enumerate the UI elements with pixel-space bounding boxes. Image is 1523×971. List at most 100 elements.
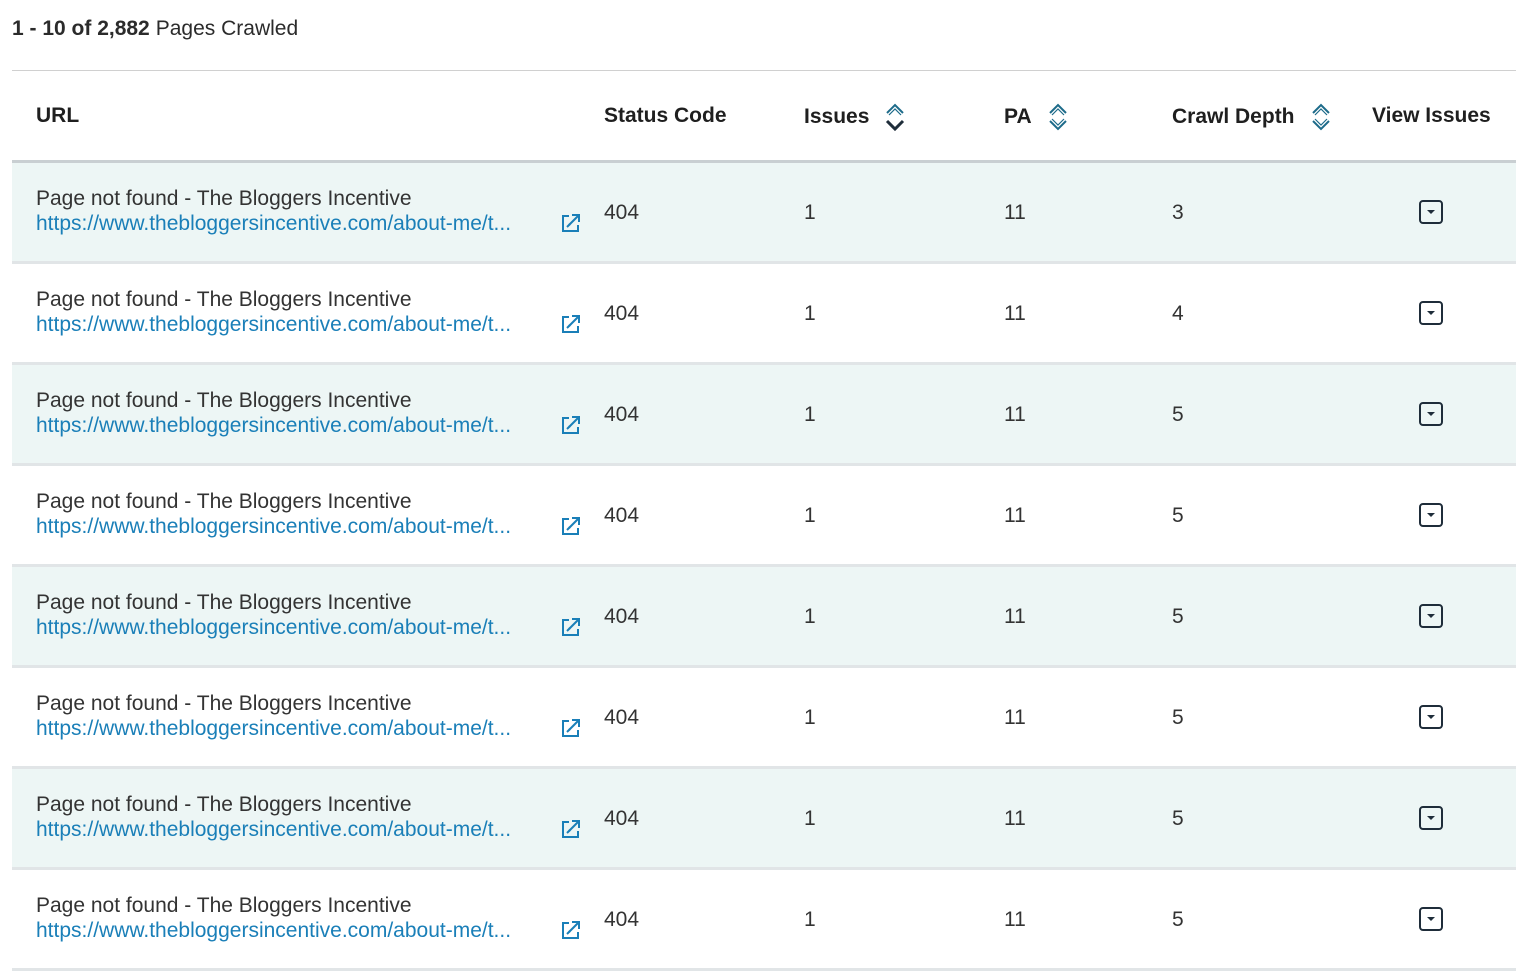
issues-count: 1 [804, 605, 816, 628]
dropdown-chevron-icon [1419, 705, 1443, 729]
dropdown-chevron-icon [1419, 806, 1443, 830]
status-code: 404 [604, 201, 640, 224]
crawl-depth: 5 [1172, 706, 1184, 729]
sort-icon[interactable] [1309, 101, 1333, 133]
dropdown-chevron-icon [1419, 301, 1443, 325]
table-row: Page not found - The Bloggers Incentive … [12, 264, 1516, 365]
external-link-icon[interactable] [560, 818, 582, 840]
view-issues-button[interactable] [1419, 503, 1443, 527]
page-url-link[interactable]: https://www.thebloggersincentive.com/abo… [36, 515, 512, 538]
issues-count: 1 [804, 504, 816, 527]
crawl-depth: 5 [1172, 504, 1184, 527]
dropdown-chevron-icon [1419, 604, 1443, 628]
dropdown-chevron-icon [1419, 907, 1443, 931]
status-code: 404 [604, 706, 640, 729]
crawl-depth: 5 [1172, 605, 1184, 628]
status-code: 404 [604, 504, 640, 527]
pages-crawled-summary: 1 - 10 of 2,882 Pages Crawled [12, 14, 298, 44]
table-row: Page not found - The Bloggers Incentive … [12, 870, 1516, 971]
table-row: Page not found - The Bloggers Incentive … [12, 567, 1516, 668]
page-title: Page not found - The Bloggers Incentive [36, 692, 412, 715]
page-title: Page not found - The Bloggers Incentive [36, 591, 412, 614]
table-row: Page not found - The Bloggers Incentive … [12, 466, 1516, 567]
page-url-link[interactable]: https://www.thebloggersincentive.com/abo… [36, 717, 512, 740]
page-url-link[interactable]: https://www.thebloggersincentive.com/abo… [36, 616, 512, 639]
sort-icon[interactable] [1046, 101, 1070, 133]
external-link-icon[interactable] [560, 212, 582, 234]
issues-count: 1 [804, 201, 816, 224]
status-code: 404 [604, 908, 640, 931]
view-issues-button[interactable] [1419, 604, 1443, 628]
column-header-view-issues-label: View Issues [1372, 104, 1491, 127]
issues-count: 1 [804, 403, 816, 426]
crawl-depth: 3 [1172, 201, 1184, 224]
column-header-crawl-depth-label: Crawl Depth [1172, 105, 1295, 128]
view-issues-button[interactable] [1419, 200, 1443, 224]
column-header-issues[interactable]: Issues [804, 101, 907, 133]
page-authority: 11 [1004, 302, 1026, 325]
view-issues-button[interactable] [1419, 301, 1443, 325]
dropdown-chevron-icon [1419, 503, 1443, 527]
sort-icon[interactable] [883, 101, 907, 133]
page-authority: 11 [1004, 504, 1026, 527]
external-link-icon[interactable] [560, 717, 582, 739]
column-header-crawl-depth[interactable]: Crawl Depth [1172, 101, 1333, 133]
page-authority: 11 [1004, 605, 1026, 628]
page-url-link[interactable]: https://www.thebloggersincentive.com/abo… [36, 818, 512, 841]
external-link-icon[interactable] [560, 919, 582, 941]
page-url-link[interactable]: https://www.thebloggersincentive.com/abo… [36, 313, 512, 336]
view-issues-button[interactable] [1419, 806, 1443, 830]
column-header-url-label: URL [36, 104, 80, 127]
column-header-status-code-label: Status Code [604, 104, 727, 127]
dropdown-chevron-icon [1419, 200, 1443, 224]
page-url-link[interactable]: https://www.thebloggersincentive.com/abo… [36, 414, 512, 437]
status-code: 404 [604, 807, 640, 830]
table-row: Page not found - The Bloggers Incentive … [12, 668, 1516, 769]
crawl-depth: 5 [1172, 403, 1184, 426]
crawl-depth: 4 [1172, 302, 1184, 325]
view-issues-button[interactable] [1419, 907, 1443, 931]
issues-count: 1 [804, 807, 816, 830]
page-authority: 11 [1004, 706, 1026, 729]
column-header-view-issues: View Issues [1372, 101, 1491, 131]
pagination-range: 1 - 10 of 2,882 [12, 17, 150, 40]
divider [12, 70, 1516, 71]
table-row: Page not found - The Bloggers Incentive … [12, 769, 1516, 870]
external-link-icon[interactable] [560, 515, 582, 537]
column-header-pa-label: PA [1004, 105, 1032, 128]
page-url-link[interactable]: https://www.thebloggersincentive.com/abo… [36, 212, 512, 235]
pages-table: URL Status Code Issues PA [12, 71, 1516, 971]
issues-count: 1 [804, 908, 816, 931]
table-row: Page not found - The Bloggers Incentive … [12, 365, 1516, 466]
issues-count: 1 [804, 706, 816, 729]
table-header: URL Status Code Issues PA [12, 71, 1516, 163]
page-title: Page not found - The Bloggers Incentive [36, 490, 412, 513]
dropdown-chevron-icon [1419, 402, 1443, 426]
view-issues-button[interactable] [1419, 705, 1443, 729]
view-issues-button[interactable] [1419, 402, 1443, 426]
status-code: 404 [604, 605, 640, 628]
column-header-status-code: Status Code [604, 101, 727, 131]
external-link-icon[interactable] [560, 313, 582, 335]
page-authority: 11 [1004, 403, 1026, 426]
status-code: 404 [604, 403, 640, 426]
page-authority: 11 [1004, 908, 1026, 931]
external-link-icon[interactable] [560, 616, 582, 638]
column-header-pa[interactable]: PA [1004, 101, 1070, 133]
external-link-icon[interactable] [560, 414, 582, 436]
crawl-depth: 5 [1172, 908, 1184, 931]
page-title: Page not found - The Bloggers Incentive [36, 894, 412, 917]
page-title: Page not found - The Bloggers Incentive [36, 187, 412, 210]
table-row: Page not found - The Bloggers Incentive … [12, 163, 1516, 264]
column-header-url: URL [36, 101, 79, 131]
page-url-link[interactable]: https://www.thebloggersincentive.com/abo… [36, 919, 512, 942]
page-authority: 11 [1004, 807, 1026, 830]
page-title: Page not found - The Bloggers Incentive [36, 288, 412, 311]
column-header-issues-label: Issues [804, 105, 870, 128]
status-code: 404 [604, 302, 640, 325]
table-body: Page not found - The Bloggers Incentive … [12, 163, 1516, 971]
issues-count: 1 [804, 302, 816, 325]
pages-crawled-label: Pages Crawled [155, 17, 299, 40]
page-authority: 11 [1004, 201, 1026, 224]
crawl-depth: 5 [1172, 807, 1184, 830]
